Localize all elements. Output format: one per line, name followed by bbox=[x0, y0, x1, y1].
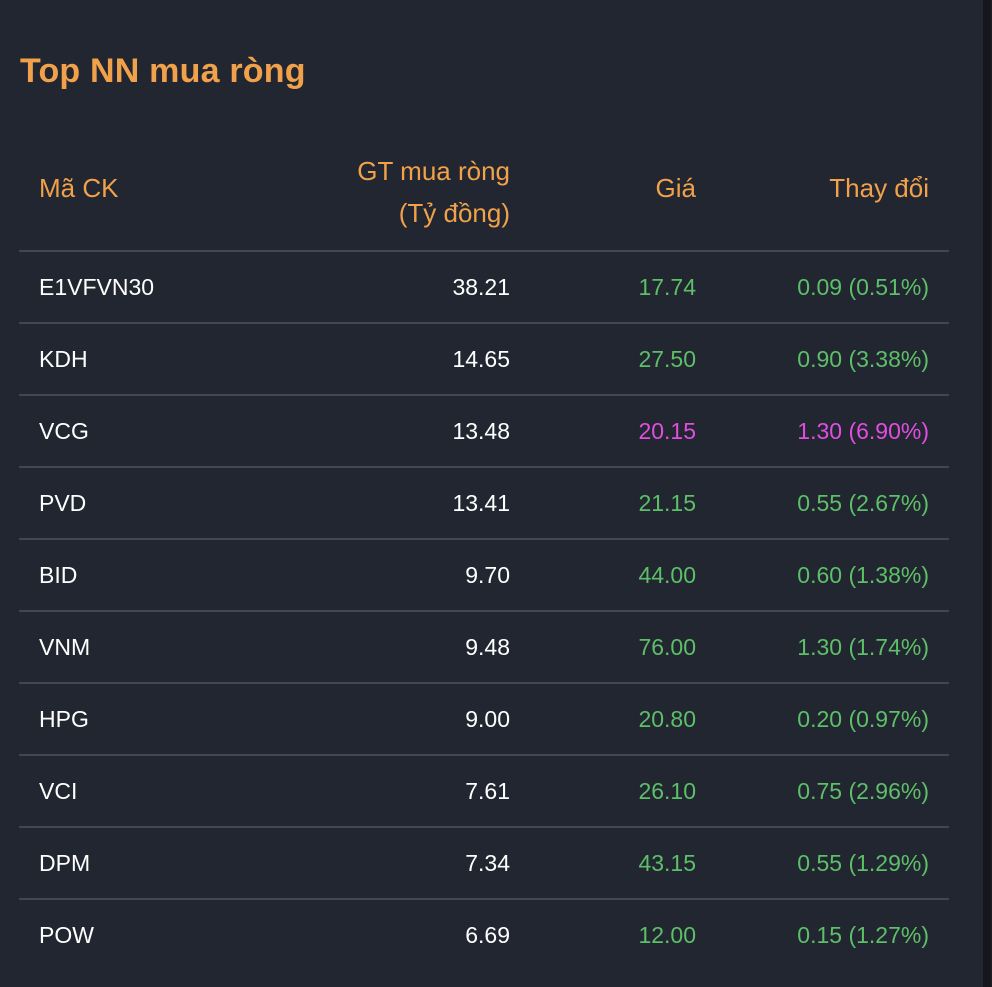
panel-title: Top NN mua ròng bbox=[20, 52, 306, 90]
price-cell: 21.15 bbox=[638, 490, 696, 516]
price-cell: 43.15 bbox=[638, 850, 696, 876]
net-buy-value-cell: 9.00 bbox=[465, 706, 510, 732]
header-net-buy-value-line2: (Tỷ đồng) bbox=[398, 198, 510, 228]
net-buy-value-cell: 6.69 bbox=[465, 922, 510, 948]
price-cell: 44.00 bbox=[638, 562, 696, 588]
symbol-cell[interactable]: PVD bbox=[39, 490, 87, 516]
price-cell: 27.50 bbox=[638, 346, 696, 372]
change-cell: 0.15 (1.27%) bbox=[797, 922, 929, 948]
symbol-cell[interactable]: VCI bbox=[39, 778, 78, 804]
price-cell: 76.00 bbox=[638, 634, 696, 660]
table-body: E1VFVN30 38.21 17.74 0.09 (0.51%) KDH 14… bbox=[19, 252, 949, 970]
table-row[interactable]: DPM 7.34 43.15 0.55 (1.29%) bbox=[19, 828, 949, 900]
net-buy-table: Mã CK GT mua ròng (Tỷ đồng) Giá Thay đổi… bbox=[19, 130, 949, 970]
change-cell: 0.75 (2.96%) bbox=[797, 778, 929, 804]
change-cell: 0.20 (0.97%) bbox=[797, 706, 929, 732]
net-buy-value-cell: 7.61 bbox=[465, 778, 510, 804]
change-cell: 0.55 (2.67%) bbox=[797, 490, 929, 516]
symbol-cell[interactable]: VCG bbox=[39, 418, 89, 444]
symbol-cell[interactable]: KDH bbox=[39, 346, 88, 372]
change-cell: 0.90 (3.38%) bbox=[797, 346, 929, 372]
net-buy-value-cell: 9.70 bbox=[465, 562, 510, 588]
symbol-cell[interactable]: POW bbox=[39, 922, 94, 948]
price-cell: 20.15 bbox=[638, 418, 696, 444]
net-buy-value-cell: 38.21 bbox=[452, 274, 510, 300]
table-row[interactable]: HPG 9.00 20.80 0.20 (0.97%) bbox=[19, 684, 949, 756]
table-row[interactable]: KDH 14.65 27.50 0.90 (3.38%) bbox=[19, 324, 949, 396]
table-row[interactable]: VCI 7.61 26.10 0.75 (2.96%) bbox=[19, 756, 949, 828]
header-change[interactable]: Thay đổi bbox=[829, 173, 929, 203]
table-row[interactable]: VCG 13.48 20.15 1.30 (6.90%) bbox=[19, 396, 949, 468]
net-buy-value-cell: 7.34 bbox=[465, 850, 510, 876]
symbol-cell[interactable]: BID bbox=[39, 562, 78, 588]
symbol-cell[interactable]: DPM bbox=[39, 850, 91, 876]
price-cell: 17.74 bbox=[638, 274, 696, 300]
header-symbol[interactable]: Mã CK bbox=[39, 173, 119, 203]
net-buy-value-cell: 13.48 bbox=[452, 418, 510, 444]
window-edge bbox=[983, 0, 991, 987]
change-cell: 1.30 (1.74%) bbox=[797, 634, 929, 660]
table-row[interactable]: E1VFVN30 38.21 17.74 0.09 (0.51%) bbox=[19, 252, 949, 324]
change-cell: 0.55 (1.29%) bbox=[797, 850, 929, 876]
table-row[interactable]: POW 6.69 12.00 0.15 (1.27%) bbox=[19, 900, 949, 970]
price-cell: 26.10 bbox=[638, 778, 696, 804]
price-cell: 20.80 bbox=[638, 706, 696, 732]
table-header: Mã CK GT mua ròng (Tỷ đồng) Giá Thay đổi bbox=[19, 130, 949, 252]
header-price[interactable]: Giá bbox=[655, 173, 696, 203]
symbol-cell[interactable]: E1VFVN30 bbox=[39, 274, 155, 300]
change-cell: 1.30 (6.90%) bbox=[797, 418, 929, 444]
table-row[interactable]: BID 9.70 44.00 0.60 (1.38%) bbox=[19, 540, 949, 612]
net-buy-value-cell: 9.48 bbox=[465, 634, 510, 660]
net-buy-value-cell: 13.41 bbox=[452, 490, 510, 516]
change-cell: 0.60 (1.38%) bbox=[797, 562, 929, 588]
price-cell: 12.00 bbox=[638, 922, 696, 948]
symbol-cell[interactable]: VNM bbox=[39, 634, 91, 660]
header-net-buy-value-line1: GT mua ròng bbox=[357, 156, 510, 186]
change-cell: 0.09 (0.51%) bbox=[797, 274, 929, 300]
symbol-cell[interactable]: HPG bbox=[39, 706, 89, 732]
net-buy-value-cell: 14.65 bbox=[452, 346, 510, 372]
table-row[interactable]: PVD 13.41 21.15 0.55 (2.67%) bbox=[19, 468, 949, 540]
header-net-buy-value[interactable]: GT mua ròng (Tỷ đồng) bbox=[357, 150, 510, 234]
table-row[interactable]: VNM 9.48 76.00 1.30 (1.74%) bbox=[19, 612, 949, 684]
